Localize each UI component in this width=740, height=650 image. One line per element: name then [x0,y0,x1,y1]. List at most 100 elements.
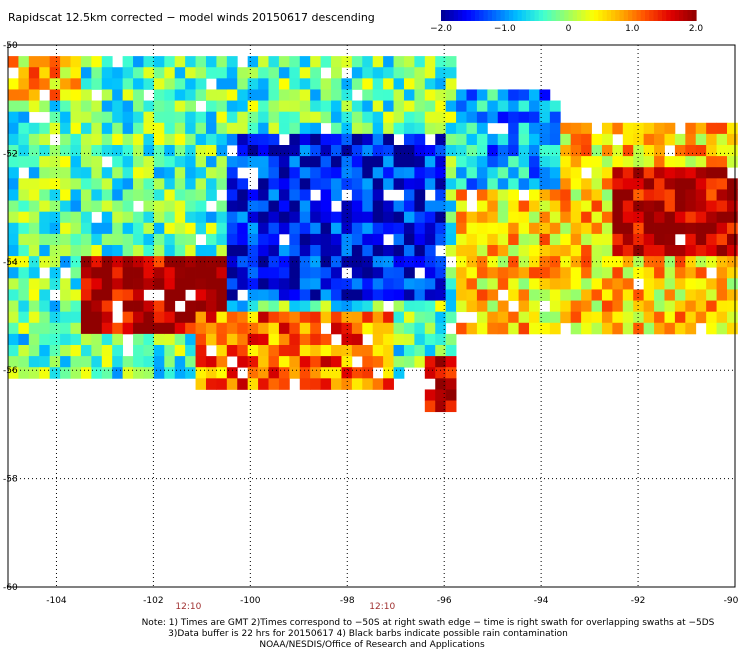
heatmap-cell [331,167,342,179]
heatmap-cell [226,289,238,301]
heatmap-cell [622,178,634,190]
heatmap-cell [101,67,113,79]
heatmap-cell [133,356,144,368]
heatmap-cell [424,367,436,379]
heatmap-cell [174,311,186,324]
heatmap-cell [393,267,405,279]
heatmap-cell [101,344,113,357]
heatmap-cell [60,233,71,246]
heatmap-cell [122,278,134,290]
heatmap-cell [153,344,165,357]
heatmap-cell [435,100,447,113]
colorbar-tick-label: 1.0 [625,24,640,34]
heatmap-cell [226,200,238,213]
heatmap-cell [643,278,655,290]
heatmap-cell [237,333,249,346]
heatmap-cell [508,311,519,324]
heatmap-cell [299,333,311,346]
heatmap-cell [476,178,488,190]
heatmap-cell [435,156,447,168]
heatmap-cell [549,244,561,257]
heatmap-cell [268,289,280,301]
heatmap-cell [247,56,259,68]
heatmap-cell [164,111,176,124]
heatmap-cell [570,311,582,324]
heatmap-cell [727,211,738,224]
heatmap-cell [654,300,665,313]
heatmap-cell [654,122,665,135]
heatmap-cell [80,100,92,113]
heatmap-cell [643,311,655,324]
heatmap-cell [560,133,572,146]
heatmap-cell [133,267,144,279]
heatmap-cell [716,244,728,257]
heatmap-cell [456,222,467,235]
heatmap-cell [466,111,478,124]
heatmap-cell [529,278,540,290]
heatmap-cell [195,111,207,124]
heatmap-cell [153,222,165,235]
colorbar-segment [666,10,672,21]
heatmap-cell [591,189,603,201]
heatmap-cell [195,211,207,224]
heatmap-cell [341,200,353,213]
heatmap-cell [153,78,165,90]
heatmap-cell [101,256,113,268]
heatmap-cell [424,278,436,290]
heatmap-cell [91,133,103,146]
heatmap-cell [424,100,436,113]
heatmap-cell [341,144,353,157]
heatmap-cell [320,111,332,124]
heatmap-cell [643,156,655,168]
heatmap-cell [205,289,217,301]
heatmap-cell [143,156,155,168]
heatmap-cell [112,200,124,213]
heatmap-cell [60,244,71,257]
heatmap-cell [643,289,655,301]
heatmap-cell [299,67,311,79]
heatmap-cell [601,311,613,324]
heatmap-cell [508,256,519,268]
heatmap-cell [289,144,301,157]
heatmap-cell [216,178,228,190]
heatmap-cell [633,178,645,190]
heatmap-cell [268,78,280,90]
heatmap-cell [424,244,436,257]
heatmap-cell [268,278,280,290]
heatmap-cell [247,289,259,301]
heatmap-cell [268,344,280,357]
heatmap-cell [258,356,269,368]
heatmap-cell [372,178,384,190]
heatmap-cell [643,244,655,257]
heatmap-cell [320,200,332,213]
colorbar-segment [657,10,663,21]
heatmap-cell [549,111,561,124]
heatmap-cell [695,267,707,279]
heatmap-cell [424,344,436,357]
heatmap-cell [101,333,113,346]
heatmap-cell [362,156,374,168]
heatmap-cell [185,233,196,246]
heatmap-cell [445,378,457,390]
heatmap-cell [654,222,665,235]
heatmap-cell [112,189,124,201]
heatmap-cell [268,378,280,390]
heatmap-cell [320,189,332,201]
heatmap-cell [435,78,447,90]
heatmap-cell [403,122,415,135]
heatmap-cell [362,233,374,246]
heatmap-cell [331,89,342,101]
heatmap-cell [362,244,374,257]
heatmap-cell [205,144,217,157]
heatmap-cell [331,233,342,246]
heatmap-cell [310,222,322,235]
heatmap-cell [654,144,665,157]
heatmap-cell [591,211,603,224]
heatmap-cell [435,356,447,368]
heatmap-cell [39,311,51,324]
heatmap-cell [331,278,342,290]
heatmap-cell [122,156,134,168]
heatmap-cell [60,367,71,379]
heatmap-cell [622,167,634,179]
